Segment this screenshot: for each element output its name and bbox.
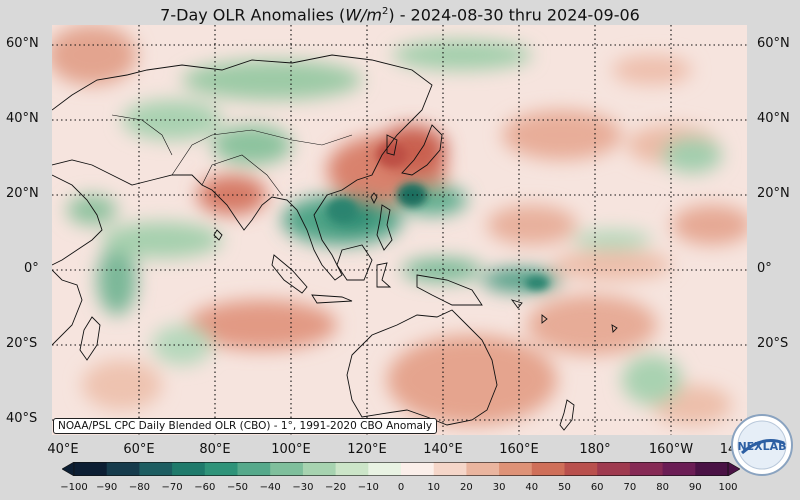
colorbar-tick-label: 50 [558, 482, 571, 493]
colorbar-tick-label: −100 [60, 482, 88, 493]
colorbar-tick-label: −10 [357, 482, 379, 493]
lat-label-left: 0° [24, 261, 39, 276]
lat-label-left: 20°S [6, 336, 38, 351]
title-prefix: 7-Day OLR Anomalies ( [160, 5, 346, 25]
lon-label: 60°E [123, 442, 155, 457]
lat-label-left: 20°N [6, 186, 39, 201]
lat-label-right: 20°S [757, 336, 789, 351]
colorbar-tick-label: −50 [226, 482, 249, 493]
lon-label: 180° [579, 442, 611, 457]
colorbar-cell [466, 462, 500, 476]
colorbar-cell [499, 462, 533, 476]
lon-label: 80°E [199, 442, 231, 457]
colorbar-cell [302, 462, 337, 476]
colorbar-cell [74, 462, 108, 476]
colorbar-tick-label: −70 [161, 482, 183, 493]
map-canvas [52, 25, 747, 435]
colorbar [62, 462, 740, 476]
colorbar-tick-label: 20 [460, 482, 473, 493]
lon-label: 160°E [499, 442, 539, 457]
colorbar-tick-label: −90 [96, 482, 118, 493]
title-unit: W/m [345, 5, 382, 25]
colorbar-cell [172, 462, 206, 476]
colorbar-cell [662, 462, 696, 476]
lat-label-left: 40°N [6, 111, 39, 126]
colorbar-cell [629, 462, 664, 476]
lat-label-left: 60°N [6, 36, 39, 51]
lon-label: 160°W [648, 442, 694, 457]
title-unit-exponent: 2 [381, 6, 389, 17]
colorbar-cell [106, 462, 140, 476]
coastlines [52, 54, 618, 431]
lon-label: 120°E [347, 442, 387, 457]
colorbar-tick-label: 60 [590, 482, 604, 493]
colorbar-tick-label: −30 [292, 482, 314, 493]
colorbar-cell [564, 462, 598, 476]
colorbar-tick-label: −40 [259, 482, 281, 493]
colorbar-frame [73, 462, 729, 476]
colorbar-tick-label: 100 [718, 482, 738, 493]
colorbar-cell [433, 462, 467, 476]
colorbar-cell [401, 462, 435, 476]
colorbar-tick-label: 70 [623, 482, 637, 493]
lat-label-right: 60°N [757, 36, 790, 51]
colorbar-tick-label: −80 [128, 482, 150, 493]
colorbar-cell [531, 462, 565, 476]
colorbar-tick-label: 80 [656, 482, 669, 493]
colorbar-cell [597, 462, 631, 476]
colorbar-cell [335, 462, 369, 476]
colorbar-tick-label: 40 [525, 482, 539, 493]
olr-anomaly-map[interactable] [52, 25, 747, 435]
colorbar-tick-label: −60 [194, 482, 216, 493]
data-source-credit: NOAA/PSL CPC Daily Blended OLR (CBO) - 1… [53, 418, 438, 434]
anomaly-field [52, 25, 747, 425]
lat-label-left: 40°S [6, 411, 38, 426]
colorbar-tick-label: 10 [427, 482, 441, 493]
lon-label: 100°E [271, 442, 311, 457]
logo-text: NEXLAB [737, 440, 786, 453]
title-suffix: ) - 2024-08-30 thru 2024-09-06 [388, 5, 640, 25]
lon-label: 40°E [47, 442, 79, 457]
colorbar-tick-label: 30 [492, 482, 506, 493]
colorbar-cell [695, 462, 729, 476]
lon-label: 140°E [423, 442, 463, 457]
chart-title: 7-Day OLR Anomalies (W/m2) - 2024-08-30 … [0, 0, 800, 26]
colorbar-tick-label: 90 [688, 482, 702, 493]
nexlab-logo: NEXLAB [731, 414, 793, 476]
colorbar-tick-label: −20 [325, 482, 347, 493]
colorbar-tick-label: 0 [397, 482, 405, 493]
lat-label-right: 0° [757, 261, 772, 276]
lat-label-right: 40°N [757, 111, 790, 126]
colorbar-extend-min [62, 462, 75, 476]
colorbar-cell [139, 462, 173, 476]
colorbar-cell [237, 462, 271, 476]
colorbar-cell [270, 462, 304, 476]
colorbar-cell [368, 462, 402, 476]
lat-label-right: 20°N [757, 186, 790, 201]
colorbar-cell [204, 462, 238, 476]
